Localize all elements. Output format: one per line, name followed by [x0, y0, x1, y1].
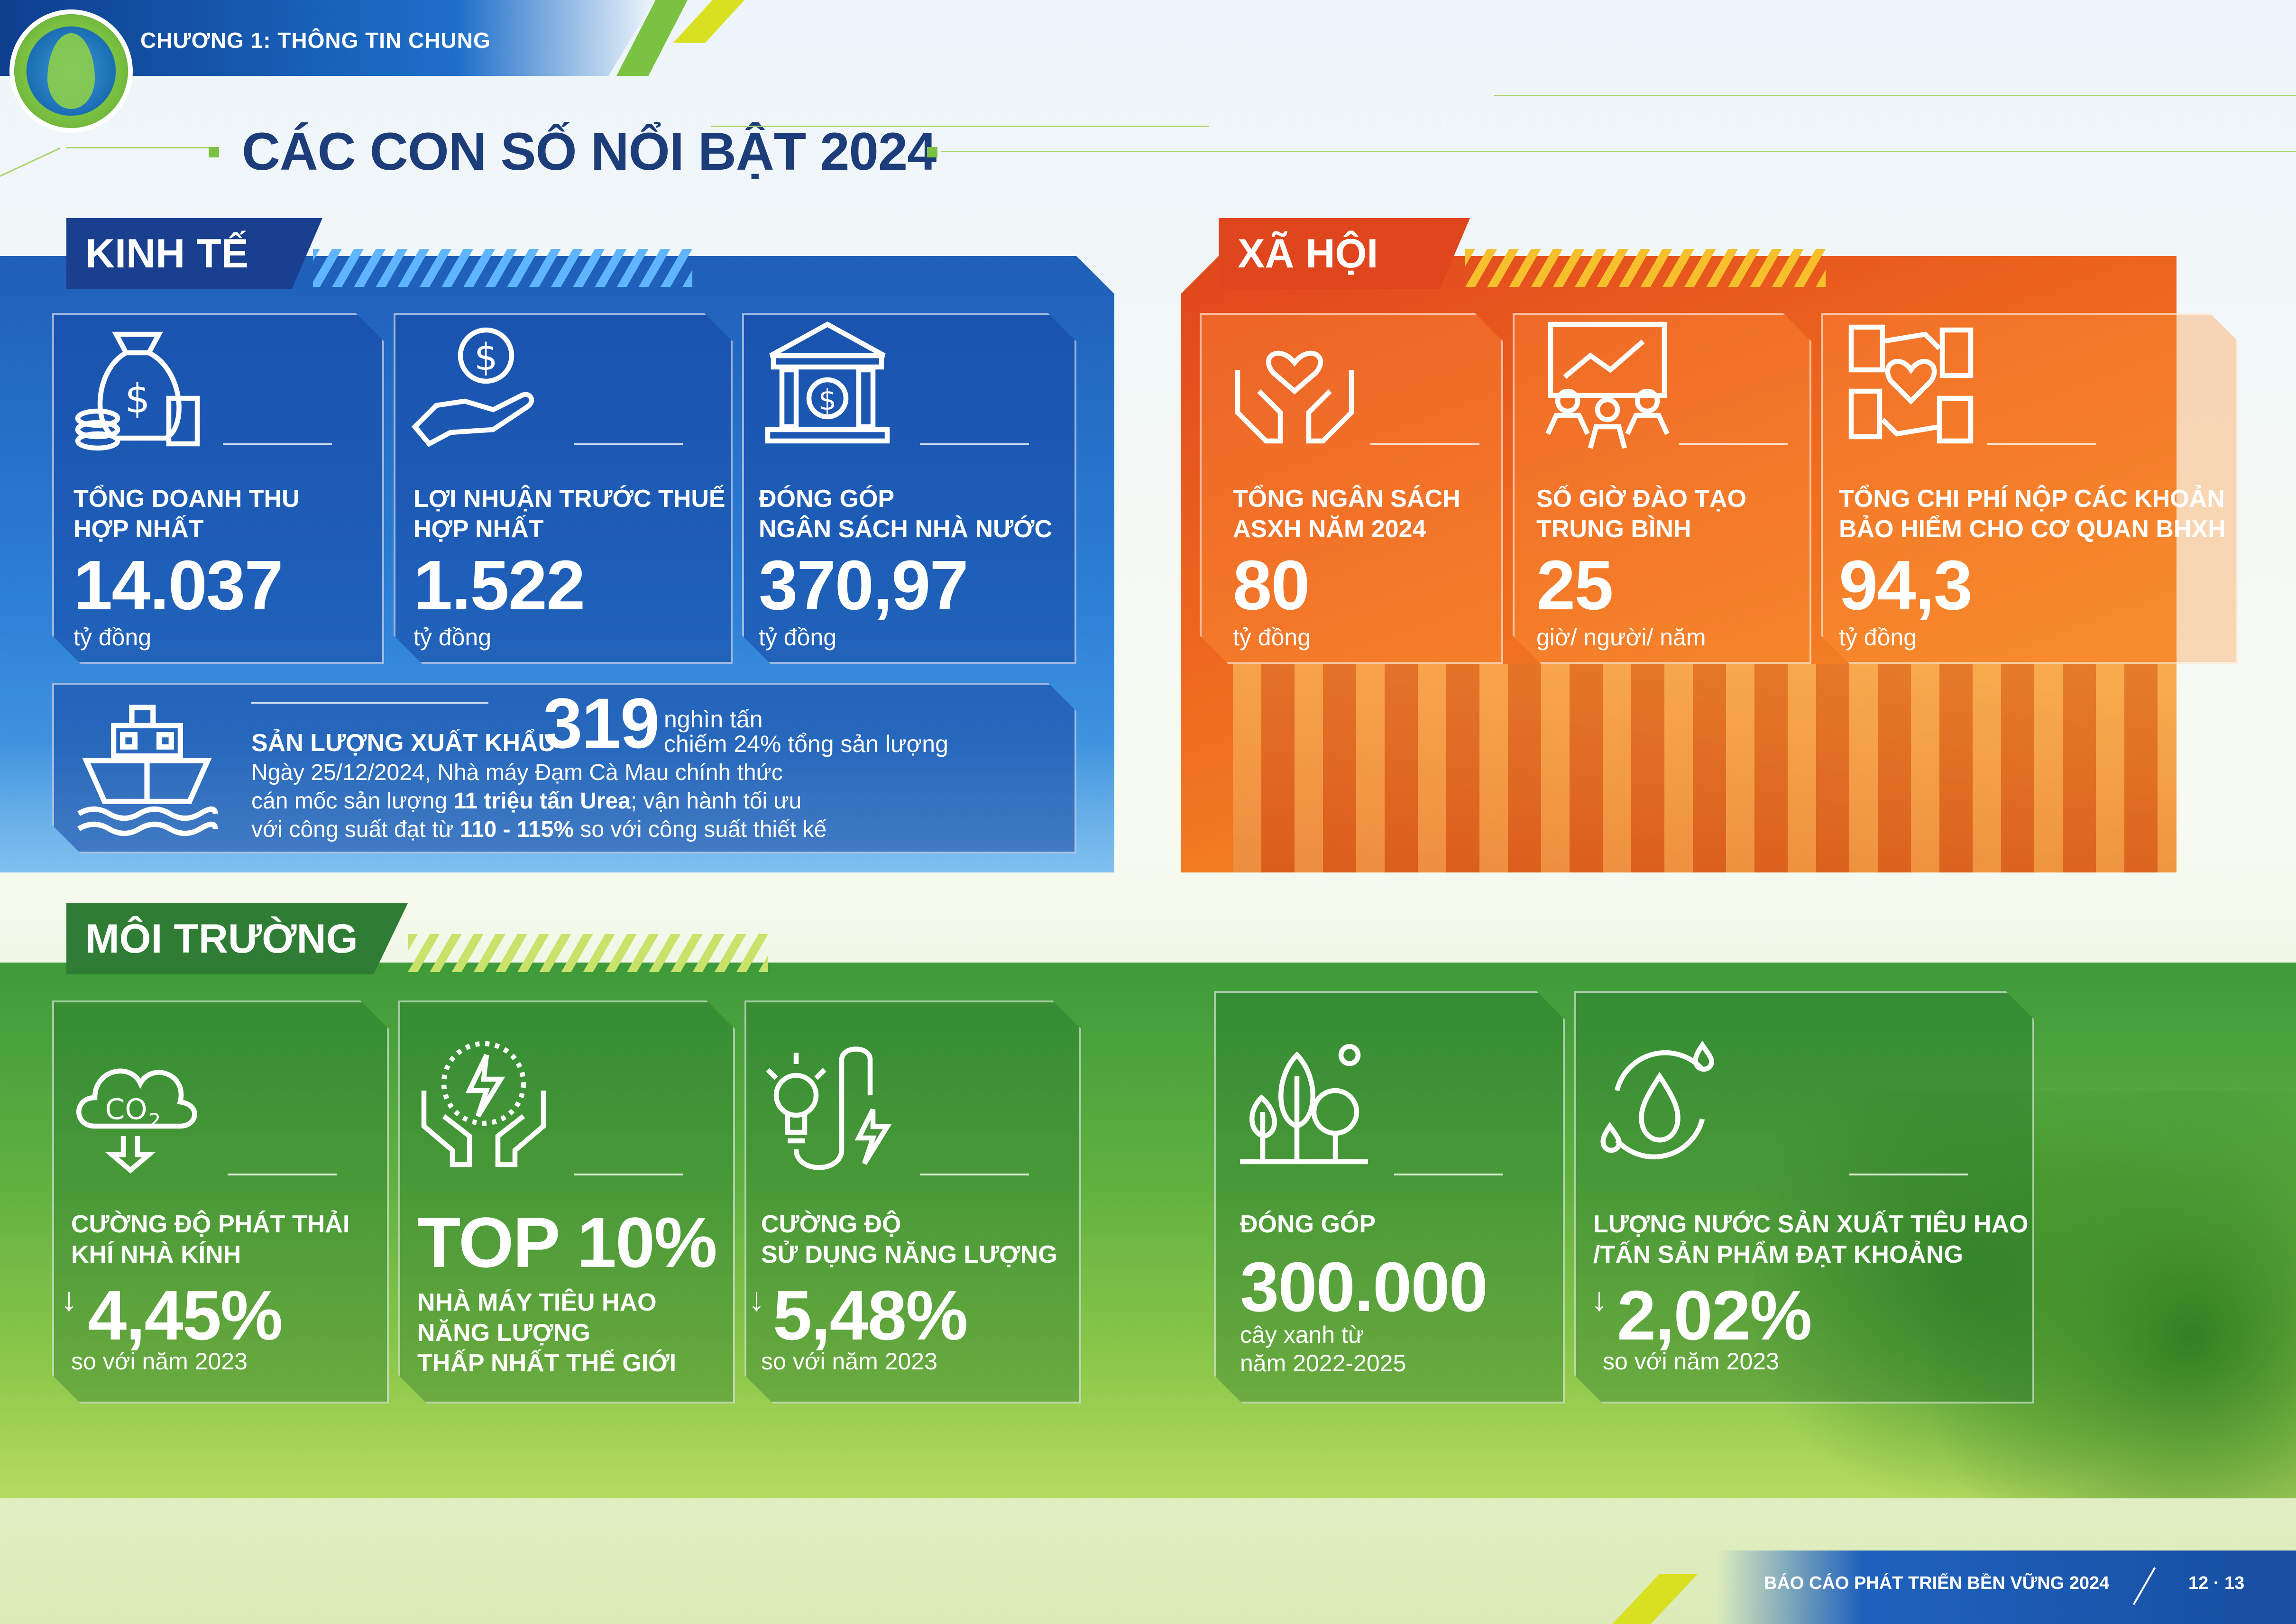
svg-text:2: 2: [148, 1109, 161, 1132]
metric-unit: tỷ đồng: [1839, 624, 1917, 651]
svg-text:$: $: [474, 336, 498, 379]
separator-line: [228, 1174, 337, 1175]
footer-bar: [1717, 1551, 2296, 1624]
metric-unit: so với năm 2023: [1603, 1348, 1779, 1375]
svg-text:CO: CO: [105, 1093, 147, 1126]
separator-line: [1370, 443, 1479, 445]
energy-hands-icon: [413, 1034, 555, 1176]
metric-card: [1821, 313, 2238, 664]
training-icon: [1536, 313, 1679, 455]
metric-value: 1.522: [413, 546, 585, 624]
decor-line: [711, 126, 1209, 127]
page-title: CÁC CON SỐ NỔI BẬT 2024: [242, 122, 937, 181]
title-dot: [209, 147, 219, 157]
money-bag-icon: $: [66, 313, 209, 455]
separator-line: [920, 1174, 1029, 1175]
export-value: 319: [543, 683, 660, 763]
metric-unit: tỷ đồng: [73, 624, 152, 651]
separator-line: [1987, 443, 2096, 445]
separator-line: [574, 443, 683, 445]
metric-value: 300.000: [1240, 1248, 1488, 1326]
trees-icon: [1233, 1034, 1375, 1176]
metric-value: 14.037: [73, 546, 284, 624]
bulb-energy-icon: [756, 1038, 899, 1181]
hand-coin-icon: $: [408, 313, 550, 455]
trees-background: [1754, 1091, 2296, 1498]
arrow-down-icon: ↓: [61, 1281, 77, 1318]
section-tag-society: XÃ HỘI: [1219, 218, 1470, 289]
metric-value: 5,48%: [773, 1276, 968, 1355]
heart-hands-icon: [1223, 313, 1366, 455]
metric-card: [394, 313, 733, 664]
metric-label: TỔNG CHI PHÍ NỘP CÁC KHOẢN BẢO HIỂM CHO C…: [1839, 485, 2226, 543]
metric-unit: tỷ đồng: [1233, 624, 1311, 651]
metric-label: LỢI NHUẬN TRƯỚC THUẾ HỢP NHẤT: [413, 485, 726, 543]
title-dot: [927, 147, 937, 157]
ship-icon: [71, 692, 223, 844]
svg-text:$: $: [125, 376, 150, 422]
export-unit: nghìn tấn: [664, 706, 763, 733]
separator-line: [251, 702, 488, 704]
report-title: BÁO CÁO PHÁT TRIỂN BỀN VỮNG 2024: [1764, 1573, 2110, 1593]
metric-unit: giờ/ người/ năm: [1536, 624, 1706, 651]
metric-label: SỐ GIỜ ĐÀO TẠO TRUNG BÌNH: [1536, 485, 1747, 543]
section-tag-economy: KINH TẾ: [66, 218, 322, 289]
tag-hatch: [408, 934, 768, 972]
metric-value: 80: [1233, 546, 1310, 624]
metric-value: 4,45%: [88, 1276, 283, 1355]
metric-card: [398, 1000, 735, 1404]
metric-unit: so với năm 2023: [71, 1348, 248, 1375]
metric-card: [744, 1000, 1081, 1404]
separator-line: [920, 443, 1029, 445]
separator-line: [574, 1174, 683, 1175]
export-share: chiếm 24% tổng sản lượng: [664, 731, 948, 757]
separator-line: [1849, 1174, 1968, 1175]
metric-label: CƯỜNG ĐỘ SỬ DỤNG NĂNG LƯỢNG: [761, 1211, 1057, 1268]
water-drop-icon: [1589, 1034, 1731, 1176]
metric-label: TỔNG NGÂN SÁCH ASXH NĂM 2024: [1233, 485, 1460, 543]
metric-label: CƯỜNG ĐỘ PHÁT THẢI KHÍ NHÀ KÍNH: [71, 1211, 350, 1268]
metric-card: [1214, 991, 1565, 1404]
section-tag-environment: MÔI TRƯỜNG: [66, 903, 408, 974]
export-card: [52, 683, 1076, 853]
separator-line: [1394, 1174, 1503, 1175]
metric-value: 370,97: [759, 546, 969, 624]
separator-line: [1679, 443, 1788, 445]
decor-line: [0, 147, 61, 177]
decor-line: [66, 147, 209, 148]
metric-unit: tỷ đồng: [413, 624, 492, 651]
arrow-down-icon: ↓: [748, 1281, 765, 1318]
metric-label: ĐÓNG GÓP NGÂN SÁCH NHÀ NƯỚC: [759, 485, 1053, 543]
metric-unit: cây xanh từ năm 2022-2025: [1240, 1321, 1406, 1376]
metric-label: ĐÓNG GÓP: [1240, 1211, 1376, 1238]
svg-text:$: $: [818, 384, 836, 417]
training-photo: [1233, 664, 2177, 872]
tag-hatch: [313, 249, 692, 287]
export-description: Ngày 25/12/2024, Nhà máy Đạm Cà Mau chín…: [251, 760, 827, 842]
decor-line: [941, 151, 2296, 152]
metric-value: 94,3: [1839, 546, 1973, 624]
decor-line: [1494, 95, 2296, 96]
chapter-title: CHƯƠNG 1: THÔNG TIN CHUNG: [140, 28, 491, 53]
metric-card: [1574, 991, 2034, 1404]
co2-cloud-icon: CO 2: [66, 1034, 209, 1176]
metric-value: 25: [1536, 546, 1614, 624]
metric-unit: so với năm 2023: [761, 1348, 937, 1375]
logo-leaf-icon: [47, 33, 95, 109]
tag-hatch: [1465, 249, 1826, 287]
metric-label: NHÀ MÁY TIÊU HAO NĂNG LƯỢNG THẤP NHẤT THẾ …: [417, 1289, 677, 1377]
metric-value: TOP 10%: [417, 1202, 717, 1282]
metric-label: TỔNG DOANH THU HỢP NHẤT: [73, 485, 300, 543]
insurance-hands-icon: [1840, 313, 1982, 455]
arrow-down-icon: ↓: [1591, 1281, 1607, 1318]
separator-line: [223, 443, 332, 445]
export-label: SẢN LƯỢNG XUẤT KHẨU: [251, 729, 556, 757]
metric-unit: tỷ đồng: [759, 624, 837, 651]
bank-icon: $: [756, 313, 899, 455]
metric-value: 2,02%: [1617, 1276, 1812, 1355]
decor-stripe: [1612, 1574, 1698, 1624]
metric-label: LƯỢNG NƯỚC SẢN XUẤT TIÊU HAO/TẤN SẢN PHẨ…: [1593, 1211, 2029, 1268]
metric-card: [52, 1000, 389, 1404]
page-numbers: 12 · 13: [2188, 1573, 2245, 1593]
